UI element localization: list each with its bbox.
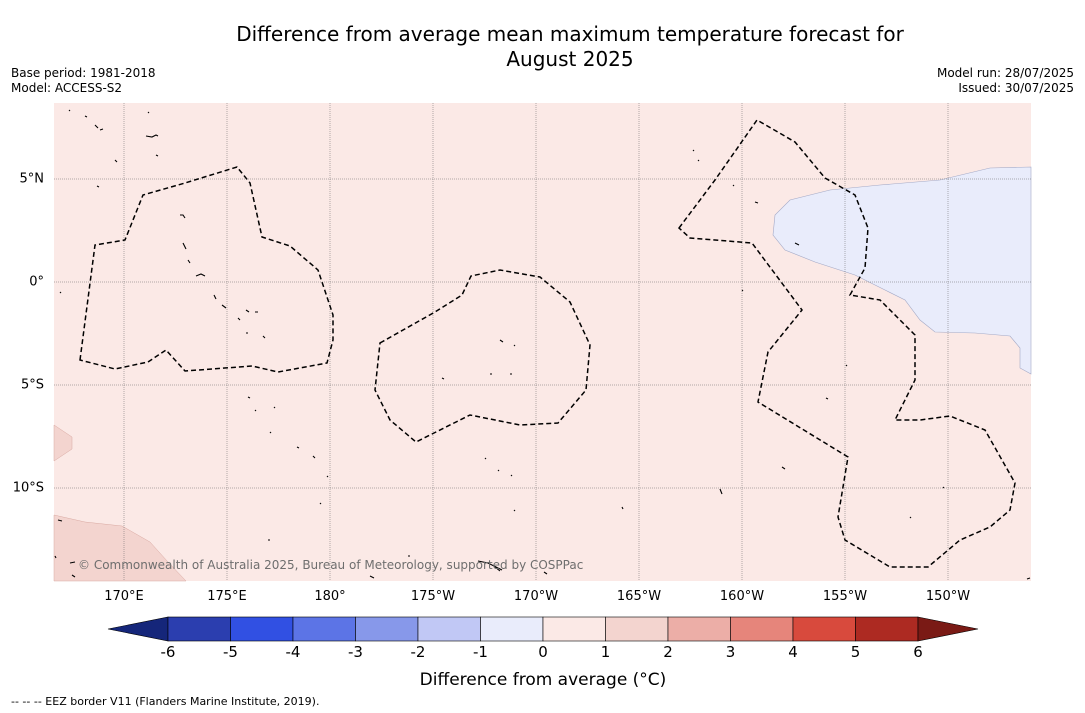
lat-label-0: 0° <box>29 274 44 290</box>
lon-label-175e: 175°E <box>207 589 247 604</box>
model-run: Model run: 28/07/2025 <box>936 66 1074 80</box>
lat-label-5s: 5°S <box>20 377 44 393</box>
lon-label-175w: 175°W <box>410 589 456 604</box>
copyright-credit: © Commonwealth of Australia 2025, Bureau… <box>78 558 584 572</box>
colorbar-segment <box>230 616 294 642</box>
colorbar-tick-label: -3 <box>348 643 363 661</box>
island <box>213 294 266 339</box>
island <box>741 201 848 470</box>
colorbar-tick-label: 6 <box>913 643 923 661</box>
colorbar-segment <box>355 616 419 642</box>
colorbar-tick-label: -6 <box>160 643 176 661</box>
colorbar-segment <box>542 616 606 642</box>
anomaly-patch-cool-east <box>772 166 1032 375</box>
colorbar-segment <box>792 616 856 642</box>
eez-border-phoenix <box>374 269 591 443</box>
chart-title: Difference from average mean maximum tem… <box>0 22 1085 72</box>
eez-border-tuvalu-kiribati <box>79 166 334 373</box>
meta-left: Base period: 1981-2018 Model: ACCESS-S2 <box>11 66 156 96</box>
title-line-2: August 2025 <box>506 47 634 71</box>
map-background <box>54 103 1031 581</box>
lat-label-5n: 5°N <box>19 171 45 187</box>
colorbar-segment <box>292 616 356 642</box>
title-line-1: Difference from average mean maximum tem… <box>236 22 904 46</box>
colorbar-arrow-high <box>917 616 979 642</box>
colorbar-tick-label: -1 <box>473 643 488 661</box>
colorbar-segment <box>667 616 731 642</box>
lon-label-160w: 160°W <box>719 589 765 604</box>
island <box>247 396 329 505</box>
lon-label-150w: 150°W <box>925 589 971 604</box>
base-period: Base period: 1981-2018 <box>11 66 156 80</box>
colorbar-tick-label: -5 <box>223 643 238 661</box>
meta-right: Model run: 28/07/2025 Issued: 30/07/2025 <box>937 66 1074 96</box>
lon-label-155w: 155°W <box>822 589 868 604</box>
colorbar-arrow-low <box>107 616 169 642</box>
colorbar-tick-label: 4 <box>788 643 798 661</box>
islands <box>54 109 1031 580</box>
eez-legend-note: -- -- -- EEZ border V11 (Flanders Marine… <box>11 695 320 708</box>
lon-label-170w: 170°W <box>513 589 559 604</box>
colorbar-segment <box>730 616 794 642</box>
colorbar-tick-label: -2 <box>410 643 426 661</box>
issued-date: Issued: 30/07/2025 <box>958 81 1074 95</box>
lon-label-165w: 165°W <box>616 589 662 604</box>
island <box>441 339 516 380</box>
island <box>84 115 159 157</box>
island <box>268 486 1031 580</box>
colorbar-segment <box>167 616 231 642</box>
colorbar-segment <box>480 616 544 642</box>
model-name: Model: ACCESS-S2 <box>11 81 123 95</box>
lat-label-10s: 10°S <box>12 480 44 496</box>
colorbar-tick-label: 0 <box>538 643 548 661</box>
anomaly-patch-warm-southwest <box>53 514 187 582</box>
colorbar-tick-label: 1 <box>600 643 611 661</box>
colorbar-tick-label: 3 <box>725 643 736 661</box>
colorbar-tick-label: 2 <box>663 643 673 661</box>
colorbar-segment <box>855 616 919 642</box>
colorbar-tick-label: -4 <box>285 643 301 661</box>
eez-borders <box>79 119 1016 568</box>
colorbar-segment <box>605 616 669 642</box>
anomaly-patch-warm-west <box>53 424 73 462</box>
island <box>96 159 206 277</box>
colorbar-label: Difference from average (°C) <box>419 670 667 690</box>
lon-label-170e: 170°E <box>104 589 144 604</box>
island <box>54 519 548 578</box>
colorbar-tick-label: 5 <box>850 643 861 661</box>
colorbar-segment <box>417 616 481 642</box>
lon-label-180: 180° <box>314 589 346 604</box>
gridlines <box>54 103 1031 581</box>
eez-border-line-islands <box>677 119 1016 568</box>
island <box>59 109 735 512</box>
colorbar-segments <box>107 616 979 642</box>
